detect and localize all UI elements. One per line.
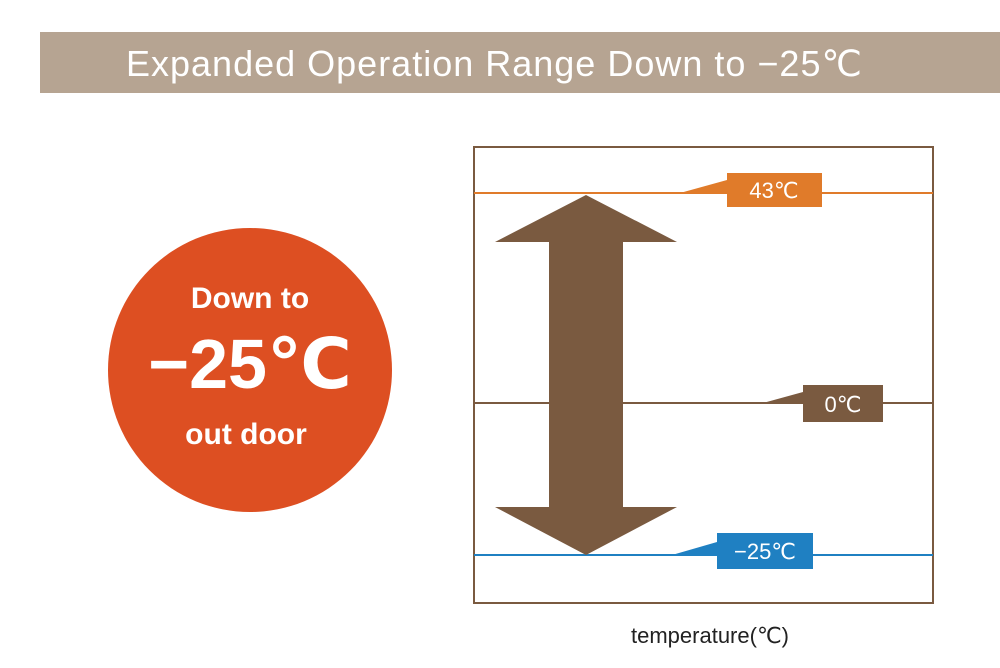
- label-box: [803, 385, 883, 422]
- label-box: [717, 533, 813, 569]
- range-arrow: [495, 195, 677, 555]
- pointer: [680, 180, 727, 193]
- badge-line: out door: [185, 418, 307, 451]
- title-bar: [40, 32, 1000, 93]
- pointer: [672, 542, 717, 555]
- level-label: −25℃: [734, 539, 796, 564]
- level-label: 43℃: [749, 178, 798, 203]
- title: Expanded Operation Range Down to −25℃: [126, 43, 863, 84]
- pointer: [763, 392, 803, 403]
- axis-label: temperature(℃): [631, 623, 789, 648]
- badge: [108, 228, 392, 512]
- label-box: [727, 173, 822, 207]
- frame: [473, 146, 934, 604]
- badge-line: Down to: [191, 282, 309, 315]
- badge-value: −25℃: [148, 325, 352, 403]
- level-label: 0℃: [825, 392, 862, 417]
